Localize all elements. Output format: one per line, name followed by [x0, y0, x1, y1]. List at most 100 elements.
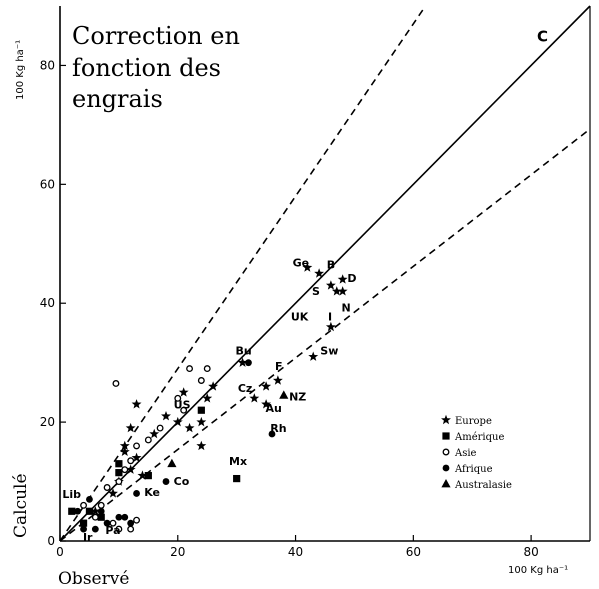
open-circle-point [112, 380, 120, 387]
point-label: UK [291, 310, 309, 323]
star-point [131, 399, 142, 409]
star-point [196, 416, 207, 427]
chart-title-line-2: fonction des [72, 54, 221, 82]
star-point [202, 393, 213, 403]
star-point [261, 399, 272, 409]
chart-title-line-3: engrais [72, 85, 163, 113]
open-circle-point [97, 501, 105, 509]
open-circle-point [115, 525, 123, 533]
data-points: Ge BD S N UK I Sw Bu F Cz NZ Au Rh US Mx Co Ke Lib Pa Ir [62, 256, 356, 544]
star-point [131, 452, 142, 462]
star-point [237, 357, 248, 367]
legend-label-amerique: Amérique [454, 432, 504, 443]
filled-circle-point [268, 430, 276, 438]
open-circle-point [115, 478, 123, 486]
star-point [149, 428, 160, 439]
point-label: S [312, 285, 320, 298]
star-point [184, 422, 195, 433]
star-point [161, 410, 171, 421]
legend-marker-filled-circle [442, 464, 450, 472]
filled-circle-point [91, 525, 99, 533]
open-circle-point [144, 436, 152, 444]
open-circle-point [121, 466, 129, 474]
square-point [115, 469, 123, 477]
x-tick-label: 20 [170, 545, 185, 559]
point-label: B [327, 259, 335, 272]
filled-circle-point [103, 519, 111, 527]
chart-title-line-1: Correction en [72, 22, 240, 50]
square-point [144, 472, 152, 480]
filled-circle-point [162, 478, 170, 485]
open-circle-point [197, 377, 205, 384]
x-tick-label: 0 [56, 545, 64, 559]
star-point [302, 262, 313, 272]
point-label: Ir [83, 531, 93, 544]
point-label: Ke [144, 486, 160, 499]
open-circle-point [80, 501, 88, 509]
triangle-point [279, 390, 289, 399]
open-circle-point [180, 406, 188, 414]
legend-label-europe: Europe [455, 416, 492, 427]
star-point [137, 470, 148, 480]
y-tick-label: 60 [40, 177, 55, 191]
legend-label-australasie: Australasie [454, 480, 512, 491]
point-label: Cz [238, 382, 252, 395]
x-tick-label: 60 [406, 545, 421, 559]
star-point [308, 351, 319, 361]
star-point [119, 440, 130, 451]
star-point [196, 440, 207, 451]
legend-label-asie: Asie [454, 448, 477, 459]
square-point [115, 460, 123, 468]
open-circle-point [203, 365, 211, 373]
point-label: Lib [62, 488, 81, 501]
filled-circle-point [80, 525, 87, 533]
filled-circle-point [121, 513, 129, 521]
square-point [68, 507, 76, 515]
point-label: US [174, 398, 191, 411]
square-point [85, 507, 94, 515]
star-point [119, 446, 130, 457]
star-point [90, 506, 101, 516]
star-point [178, 387, 189, 397]
point-label: Mx [229, 455, 247, 468]
point-label: Ge [293, 256, 310, 269]
star-point [208, 381, 219, 391]
point-label: Rh [270, 422, 286, 435]
filled-circle-point [133, 490, 140, 497]
star-point [172, 416, 183, 427]
star-point [125, 422, 136, 433]
point-label: Pa [105, 524, 120, 537]
filled-circle-point [74, 507, 82, 515]
square-point [197, 406, 205, 414]
y-tick-label: 80 [40, 58, 55, 72]
open-circle-point [133, 516, 141, 524]
square-point [97, 513, 105, 521]
legend-marker-triangle [441, 479, 451, 488]
line-c [59, 5, 591, 542]
legend: Europe Amérique Asie Afrique Australasie [441, 414, 512, 491]
point-label: I [328, 310, 332, 323]
point-label: NZ [289, 391, 306, 404]
star-point [337, 286, 348, 296]
point-label: Au [266, 402, 282, 415]
point-label: Co [174, 475, 190, 488]
star-point [261, 381, 272, 391]
y-axis-unit: 100 Kg ha⁻¹ [15, 40, 26, 100]
filled-circle-point [86, 495, 93, 503]
legend-marker-square [442, 432, 450, 440]
triangle-point [167, 458, 177, 468]
x-axis-label: Observé [58, 569, 129, 589]
y-axis-label: Calculé [11, 473, 31, 538]
star-point [314, 268, 325, 278]
point-label: N [341, 302, 350, 315]
y-tick-label: 40 [40, 296, 55, 310]
open-circle-point [174, 394, 182, 402]
square-point [79, 519, 88, 527]
star-point [337, 274, 348, 284]
star-point [108, 488, 118, 498]
point-label: D [347, 272, 356, 285]
point-label: F [275, 360, 283, 373]
open-circle-point [133, 442, 141, 450]
open-circle-point [127, 525, 135, 533]
